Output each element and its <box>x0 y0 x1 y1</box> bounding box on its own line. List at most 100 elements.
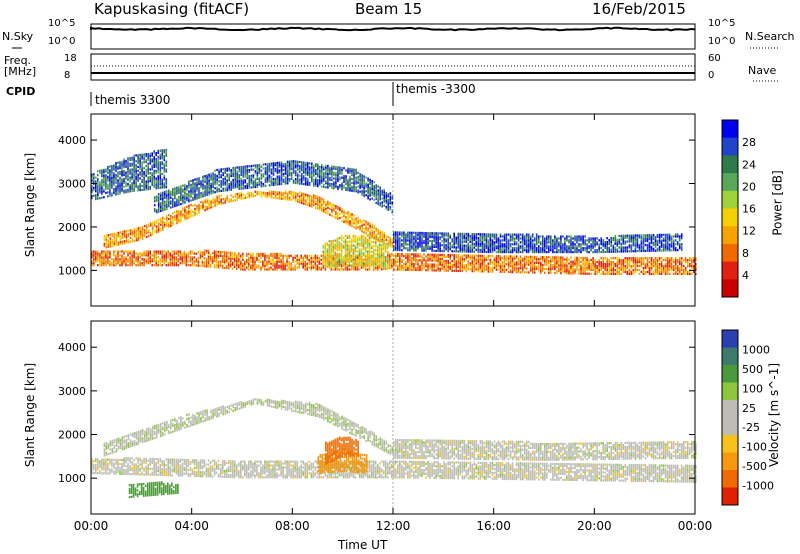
power-cell <box>292 164 295 167</box>
power-cell <box>327 170 329 173</box>
power-cell <box>274 252 276 255</box>
power-cell <box>184 199 186 202</box>
power-cell <box>141 235 144 238</box>
power-cell <box>630 272 633 275</box>
power-cell <box>313 194 315 197</box>
power-cell <box>564 270 566 273</box>
power-cell <box>542 263 544 266</box>
power-cell <box>107 250 109 253</box>
power-cell <box>320 254 323 257</box>
power-cell <box>457 254 459 257</box>
power-cell <box>123 242 126 245</box>
power-cell <box>326 263 329 267</box>
power-cell <box>574 260 576 263</box>
power-cell <box>220 202 222 205</box>
power-cell <box>165 256 168 259</box>
power-cell <box>346 240 349 243</box>
power-cell <box>308 166 311 169</box>
power-cell <box>220 182 222 185</box>
power-cell <box>411 257 413 260</box>
power-cell <box>350 266 353 269</box>
power-cell <box>368 268 371 271</box>
power-cell <box>228 177 230 180</box>
power-cell <box>317 173 319 176</box>
power-cell <box>576 262 578 265</box>
power-cell <box>477 254 480 257</box>
power-cell <box>499 259 502 262</box>
power-cell <box>540 243 542 246</box>
power-cell <box>266 165 269 168</box>
power-cell <box>342 264 345 267</box>
power-cell <box>169 264 172 267</box>
power-cell <box>342 246 345 249</box>
power-cell <box>485 264 488 267</box>
power-cell <box>421 239 423 242</box>
power-cell <box>481 254 484 257</box>
power-cell <box>174 189 176 192</box>
power-cell <box>254 180 257 183</box>
power-cell <box>342 258 345 261</box>
power-cell <box>160 219 162 222</box>
power-cell <box>218 202 220 206</box>
power-cell <box>196 187 198 190</box>
power-cell <box>389 257 391 260</box>
power-cell <box>115 262 117 265</box>
power-cell <box>376 249 379 252</box>
power-cell <box>181 254 184 257</box>
power-cell <box>313 182 315 185</box>
power-cell <box>395 254 397 257</box>
power-cell <box>640 263 643 266</box>
power-cell <box>473 264 476 267</box>
power-cell <box>421 255 423 258</box>
power-cell <box>166 203 168 207</box>
power-cell <box>691 261 693 264</box>
power-cell <box>423 259 425 262</box>
power-cell <box>335 179 337 182</box>
power-cell <box>336 245 339 248</box>
power-cell <box>302 194 305 197</box>
power-cell <box>387 204 390 208</box>
power-cell <box>323 183 325 186</box>
power-cell <box>602 272 604 275</box>
power-cell <box>556 264 558 267</box>
power-cell <box>359 184 361 187</box>
power-cell <box>656 257 659 260</box>
power-cell <box>300 182 303 185</box>
power-cell <box>348 252 351 255</box>
power-cell <box>471 262 474 265</box>
power-cell <box>125 229 128 233</box>
power-cell <box>568 258 570 261</box>
power-cell <box>310 262 313 265</box>
power-cell <box>222 168 224 171</box>
power-cell <box>491 249 494 252</box>
power-cell <box>431 236 433 239</box>
power-cell <box>477 240 480 244</box>
power-cell <box>288 260 290 263</box>
power-cell <box>409 257 411 260</box>
power-cell <box>324 260 327 263</box>
power-cell <box>224 199 226 202</box>
power-cell <box>335 171 337 174</box>
power-cell <box>391 195 394 198</box>
power-cell <box>435 253 437 256</box>
power-cell <box>385 192 388 195</box>
power-cell <box>695 257 697 260</box>
power-cell <box>135 233 138 236</box>
power-cell <box>323 178 325 181</box>
power-cell <box>313 204 315 207</box>
power-cell <box>352 250 355 253</box>
power-cell <box>564 264 566 267</box>
power-cell <box>208 203 210 206</box>
power-cell <box>503 255 506 258</box>
power-cell <box>256 168 259 171</box>
power-cell <box>328 244 331 247</box>
power-cell <box>578 258 580 261</box>
power-cell <box>338 241 341 244</box>
power-cell <box>449 263 451 266</box>
power-cell <box>340 250 343 253</box>
power-cell <box>374 266 377 269</box>
power-cell <box>335 181 337 184</box>
power-cell <box>248 182 251 185</box>
power-cell <box>328 250 331 253</box>
power-cell <box>240 262 242 265</box>
